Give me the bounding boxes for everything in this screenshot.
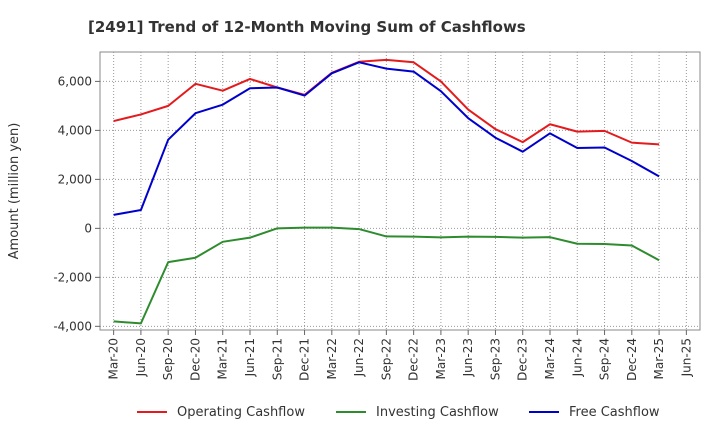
legend-label: Investing Cashflow	[376, 405, 499, 420]
x-tick-label: Mar-24	[543, 338, 557, 379]
x-tick-label: Jun-24	[570, 338, 584, 377]
horizontal-gridlines	[100, 80, 700, 327]
vertical-gridlines	[113, 52, 687, 330]
y-tick-label: 0	[84, 221, 92, 235]
x-tick-label: Dec-22	[407, 338, 421, 381]
x-tick-label: Mar-22	[325, 338, 339, 379]
x-tick-label: Mar-25	[652, 338, 666, 379]
series-line-2	[113, 226, 660, 325]
x-tick-label: Dec-23	[516, 338, 530, 381]
x-tick-label: Dec-24	[625, 338, 639, 381]
y-tick-label: 6,000	[58, 74, 92, 88]
x-tick-label: Mar-21	[216, 338, 230, 379]
series-line-1	[113, 58, 660, 146]
x-tick-label: Sep-23	[488, 338, 502, 380]
y-tick-label: -2,000	[53, 270, 92, 284]
series-lines	[113, 58, 660, 325]
legend-label: Free Cashflow	[569, 405, 660, 420]
plot-area	[99, 51, 701, 331]
y-tick-label: 4,000	[58, 123, 92, 137]
x-axis-ticks: Mar-20 Jun-20 Sep-20 Dec-20 Mar-21 Jun-21 Sep-…	[107, 330, 693, 381]
x-tick-label: Jun-23	[461, 338, 475, 377]
x-tick-label: Dec-21	[298, 338, 312, 381]
x-tick-label: Mar-20	[107, 338, 121, 379]
x-tick-label: Sep-21	[270, 338, 284, 380]
x-tick-label: Jun-22	[352, 338, 366, 377]
legend-label: Operating Cashflow	[177, 405, 305, 420]
y-tick-label: 2,000	[58, 172, 92, 186]
y-tick-label: -4,000	[53, 319, 92, 333]
x-tick-label: Jun-25	[679, 338, 693, 377]
y-axis-ticks: -4,000 -2,000 0 2,000 4,000 6,000	[53, 74, 100, 333]
x-tick-label: Dec-20	[188, 338, 202, 381]
x-tick-label: Sep-22	[379, 338, 393, 380]
x-tick-label: Jun-21	[243, 338, 257, 377]
series-line-3	[113, 61, 660, 216]
chart-title: [2491] Trend of 12-Month Moving Sum of C…	[88, 18, 526, 36]
legend: Operating Cashflow Investing Cashflow Free…	[137, 405, 660, 420]
x-tick-label: Mar-23	[434, 338, 448, 379]
y-axis-label: Amount (million yen)	[7, 123, 22, 260]
x-tick-label: Jun-20	[134, 338, 148, 377]
x-tick-label: Sep-20	[161, 338, 175, 380]
x-tick-label: Sep-24	[598, 338, 612, 380]
